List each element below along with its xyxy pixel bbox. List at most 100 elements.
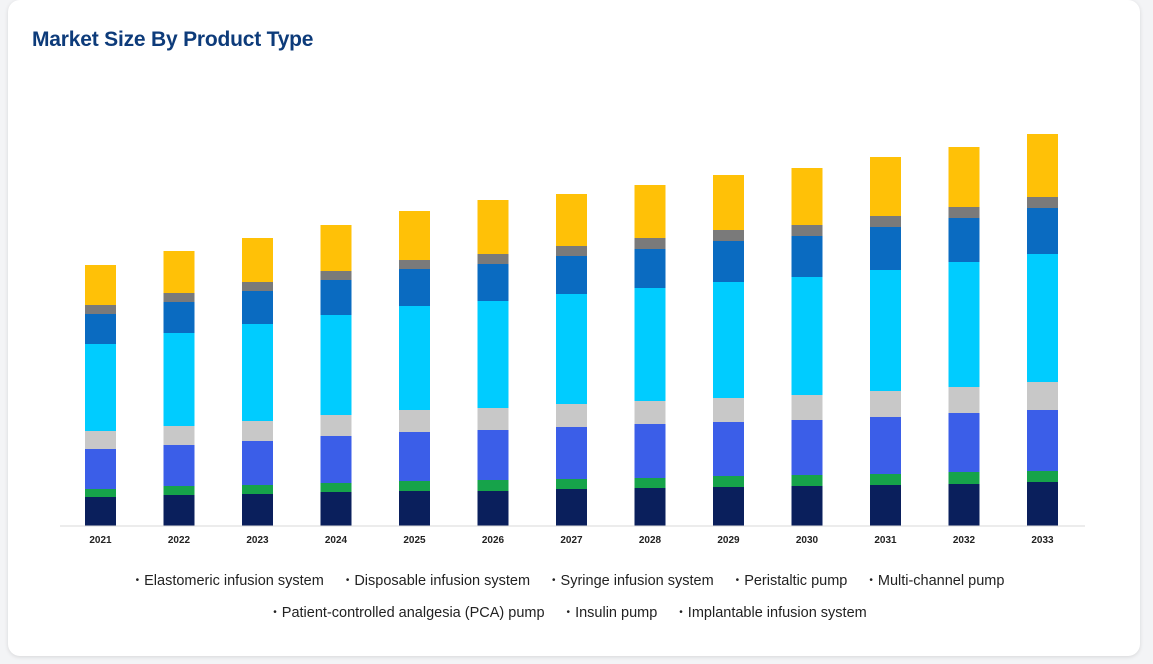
bar-segment-2032-5: [948, 218, 980, 262]
bar-segment-2026-0: [477, 491, 509, 526]
bars-group: [85, 134, 1058, 526]
bar-segment-2025-7: [399, 211, 430, 260]
bar-segment-2029-3: [713, 398, 744, 422]
x-tick-label: 2024: [325, 535, 348, 546]
legend-label: Insulin pump: [575, 605, 658, 621]
bar-segment-2021-4: [85, 344, 116, 431]
legend-label: Elastomeric infusion system: [144, 573, 324, 589]
bar-segment-2022-7: [163, 251, 195, 293]
bar-segment-2025-1: [399, 481, 430, 491]
bar-segment-2027-7: [556, 194, 587, 246]
legend-item: • Elastomeric infusion system: [136, 565, 324, 597]
bar-segment-2022-0: [163, 495, 195, 526]
bar-segment-2025-2: [399, 432, 430, 481]
legend-label: Peristaltic pump: [744, 573, 848, 589]
bar-segment-2029-5: [713, 241, 744, 282]
x-tick-label: 2025: [403, 535, 426, 546]
bar-segment-2026-4: [477, 301, 509, 408]
bullet-icon: •: [679, 607, 683, 618]
bar-segment-2023-1: [242, 485, 273, 494]
bar-segment-2031-0: [870, 485, 901, 526]
x-tick-label: 2021: [89, 535, 112, 546]
bar-segment-2021-3: [85, 431, 116, 449]
bar-segment-2022-4: [163, 333, 195, 426]
bar-segment-2028-1: [634, 478, 666, 488]
legend-item: • Disposable infusion system: [346, 565, 530, 597]
bar-segment-2030-6: [791, 225, 823, 236]
bar-segment-2027-0: [556, 489, 587, 526]
legend-label: Patient-controlled analgesia (PCA) pump: [281, 605, 545, 621]
x-tick-label: 2031: [874, 535, 897, 546]
bar-segment-2021-5: [85, 314, 116, 344]
bar-segment-2031-6: [870, 216, 901, 227]
bar-segment-2024-3: [320, 415, 352, 436]
bullet-icon: •: [273, 607, 277, 618]
x-tick-label: 2028: [639, 535, 662, 546]
bar-segment-2033-7: [1027, 134, 1058, 197]
bar-segment-2027-5: [556, 256, 587, 294]
bar-segment-2030-5: [791, 236, 823, 277]
bar-segment-2022-3: [163, 426, 195, 445]
legend-label: Implantable infusion system: [687, 605, 867, 621]
bar-segment-2027-3: [556, 404, 587, 427]
bar-segment-2032-3: [948, 387, 980, 413]
bar-segment-2033-3: [1027, 382, 1058, 410]
legend-item: • Syringe infusion system: [552, 565, 714, 597]
bullet-icon: •: [566, 607, 571, 618]
bar-segment-2029-0: [713, 487, 744, 526]
bar-segment-2023-7: [242, 238, 273, 282]
bar-segment-2026-7: [477, 200, 509, 254]
bar-segment-2030-3: [791, 395, 823, 420]
bar-segment-2032-1: [948, 472, 980, 484]
bar-segment-2024-4: [320, 315, 352, 415]
bar-segment-2023-2: [242, 441, 273, 485]
bar-segment-2033-5: [1027, 208, 1058, 254]
bullet-icon: •: [869, 575, 873, 586]
bar-segment-2024-7: [320, 225, 352, 271]
bar-segment-2026-2: [477, 430, 509, 480]
bar-segment-2022-5: [163, 302, 195, 333]
bar-segment-2030-1: [791, 475, 823, 486]
bar-segment-2025-0: [399, 491, 430, 526]
bar-segment-2026-5: [477, 264, 509, 301]
bar-segment-2026-6: [477, 254, 509, 264]
bar-segment-2021-1: [85, 489, 116, 497]
bar-segment-2032-7: [948, 147, 980, 207]
bar-segment-2027-4: [556, 294, 587, 404]
bar-segment-2027-1: [556, 479, 587, 489]
bullet-icon: •: [135, 575, 140, 586]
legend-label: Multi-channel pump: [877, 573, 1005, 589]
bar-segment-2027-6: [556, 246, 587, 256]
bar-segment-2025-4: [399, 306, 430, 410]
bar-segment-2021-0: [85, 497, 116, 526]
bar-segment-2031-5: [870, 227, 901, 270]
bar-segment-2029-1: [713, 476, 744, 487]
bar-segment-2030-4: [791, 277, 823, 395]
bar-segment-2022-1: [163, 486, 195, 495]
bar-segment-2028-2: [634, 424, 666, 478]
bar-segment-2031-4: [870, 270, 901, 391]
legend: • Elastomeric infusion system • Disposable …: [20, 565, 1120, 629]
bar-segment-2032-4: [948, 262, 980, 387]
bullet-icon: •: [345, 575, 350, 586]
bar-segment-2023-3: [242, 421, 273, 441]
bar-segment-2033-0: [1027, 482, 1058, 526]
bar-segment-2032-0: [948, 484, 980, 526]
bar-segment-2021-7: [85, 265, 116, 305]
bar-segment-2023-5: [242, 291, 273, 324]
x-tick-label: 2032: [953, 535, 976, 546]
bar-segment-2025-5: [399, 269, 430, 306]
bar-segment-2023-0: [242, 494, 273, 526]
legend-item: • Multi-channel pump: [869, 565, 1004, 597]
bullet-icon: •: [735, 575, 740, 586]
bar-segment-2030-2: [791, 420, 823, 475]
bar-segment-2032-6: [948, 207, 980, 218]
bar-segment-2026-3: [477, 408, 509, 430]
bar-segment-2033-2: [1027, 410, 1058, 471]
bar-segment-2031-2: [870, 417, 901, 474]
bar-segment-2028-7: [634, 185, 666, 238]
bar-segment-2028-4: [634, 288, 666, 401]
bar-segment-2024-5: [320, 280, 352, 315]
bar-segment-2029-7: [713, 175, 744, 230]
bar-segment-2021-6: [85, 305, 116, 314]
